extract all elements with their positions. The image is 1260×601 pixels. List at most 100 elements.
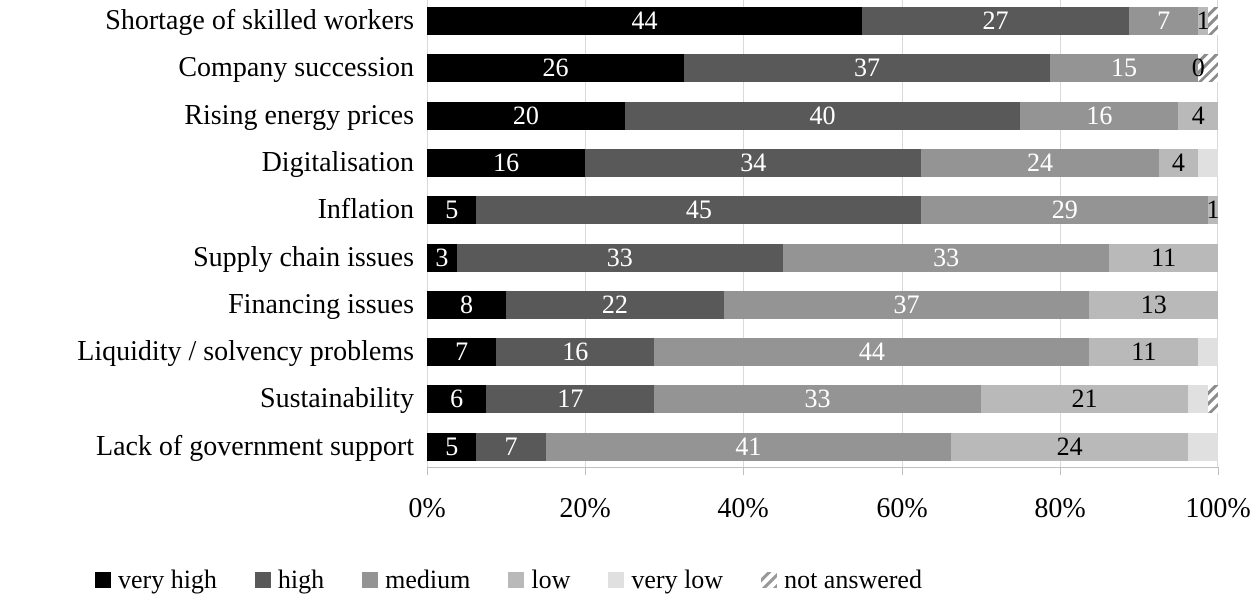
bar-segment-low: 4 [1158,148,1199,177]
bar-value-label: 11 [1131,337,1157,366]
legend-label: medium [385,565,471,594]
category-label: Lack of government support [95,431,414,462]
bar-segment-low: 1 [1206,195,1220,224]
legend-label: not answered [784,565,922,594]
bar-segment-medium: 29 [921,195,1209,224]
bar-segment-low: 4 [1178,102,1218,130]
legend-item-low: low [508,564,570,596]
category-label: Liquidity / solvency problems [77,336,414,367]
bar-value-label: 24 [1027,148,1053,177]
legend-label: low [531,565,571,594]
legend-swatch-very-high [95,572,111,588]
gridline [1217,0,1218,467]
bar-value-label: 11 [1151,243,1177,272]
bar-value-label: 16 [1086,101,1113,130]
bar-segment-low: 24 [951,432,1189,461]
bar-segment-very-high: 5 [427,432,477,461]
x-tick-label: 40% [717,493,769,524]
bar-value-label: 7 [1157,6,1171,35]
x-axis-tick [585,467,586,475]
x-tick-label: 100% [1185,493,1251,524]
gridline [427,0,428,467]
bar-value-label: 21 [1071,384,1098,413]
gridline [585,0,587,467]
bar-segment-high: 16 [496,337,655,366]
gridline [901,0,903,467]
legend-swatch-very-low [608,572,625,588]
bar-segment-low: 11 [1109,244,1218,272]
bar-segment-not-answered [1198,54,1218,82]
bar-segment-very-high: 44 [427,6,863,35]
bar-value-label: 29 [1051,195,1078,224]
bar-segment-very-high: 26 [427,53,685,82]
bar-value-label: 16 [562,337,589,366]
bar-value-label: 26 [542,53,569,82]
bar-value-label: 33 [804,384,831,413]
bar-value-label: 17 [557,384,584,413]
bar-value-label: 44 [631,6,658,35]
bar-value-label: 7 [455,337,469,366]
bar-segment-very-low [1198,149,1218,177]
bar-segment-medium: 16 [1020,101,1179,130]
bar-value-label: 0 [1191,53,1205,82]
category-label: Supply chain issues [193,242,414,273]
legend-label: high [277,565,325,594]
bar-segment-very-high: 16 [427,148,586,177]
bar-segment-very-high: 20 [427,102,625,130]
x-axis-tick [427,467,428,475]
bar-value-label: 5 [445,195,459,224]
bar-segment-high: 34 [585,149,922,177]
bar-row: 20 40 16 4 [427,102,1218,130]
legend-swatch-high [254,572,271,588]
bar-value-label: 27 [982,6,1009,35]
x-axis-tick [743,467,744,475]
legend-swatch-low [508,572,525,588]
bar-segment-very-high: 7 [427,337,497,366]
bar-segment-high: 7 [476,433,546,461]
bar-value-label: 4 [1191,101,1205,130]
bar-value-label: 5 [445,432,459,461]
gridline [743,0,745,467]
gridline [1059,0,1061,467]
bar-segment-medium: 7 [1129,6,1199,35]
bar-segment-high: 27 [862,7,1129,35]
bar-segment-very-high: 8 [427,291,507,319]
bar-segment-medium: 15 [1049,54,1199,82]
category-label: Financing issues [228,289,414,320]
bar-value-label: 20 [512,101,539,130]
x-axis-tick [1060,467,1061,475]
bar-value-label: 45 [685,195,712,224]
bar-segment-medium: 41 [545,432,952,461]
bar-value-label: 41 [735,432,762,461]
bar-value-label: 1 [1206,195,1220,224]
bar-segment-high: 22 [506,291,724,319]
legend-swatch-medium [362,572,379,588]
bar-value-label: 33 [606,243,633,272]
bar-value-label: 40 [809,101,836,130]
legend-item-very-high: very high [95,564,217,596]
bar-segment-high: 33 [456,243,783,272]
x-tick-label: 20% [559,493,611,524]
category-label: Company succession [178,52,414,83]
category-label: Sustainability [260,383,414,414]
category-label: Shortage of skilled workers [105,5,414,36]
x-tick-label: 60% [876,493,928,524]
bar-segment-medium: 33 [654,384,981,413]
legend-label: very low [631,565,724,594]
bar-row: 7 16 44 11 [427,338,1218,366]
bar-value-label: 37 [893,290,920,319]
bar-row: 5 7 41 24 [427,433,1218,461]
bar-row: 16 34 24 4 [427,149,1218,177]
bar-value-label: 16 [493,148,520,177]
x-tick-label: 80% [1034,493,1086,524]
bar-segment-not-answered [1208,7,1218,35]
bar-value-label: 4 [1171,148,1185,177]
bar-segment-very-high: 3 [427,244,457,272]
category-label: Rising energy prices [184,100,414,131]
bar-value-label: 33 [933,243,960,272]
bar-value-label: 44 [858,337,885,366]
category-label: Inflation [317,194,414,225]
bar-value-label: 24 [1056,432,1083,461]
bar-row: 44 27 7 1 [427,7,1218,35]
